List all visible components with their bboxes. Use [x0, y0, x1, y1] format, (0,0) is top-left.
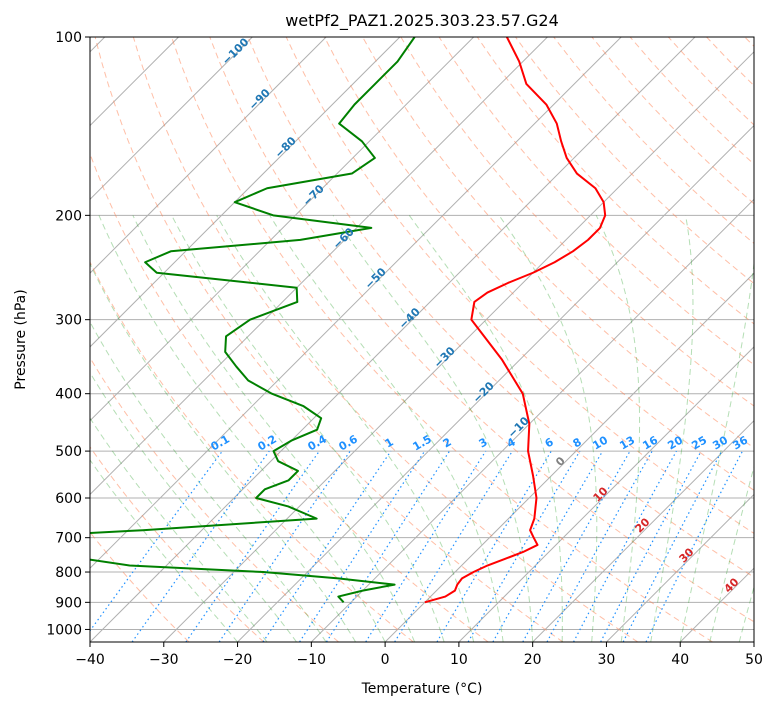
x-tick-label: 10 — [450, 652, 468, 668]
plot-area: −100−90−80−70−60−50−40−30−20−10010203040… — [90, 37, 754, 642]
temperature-profile-line — [424, 37, 607, 604]
x-tick-label: 0 — [381, 652, 390, 668]
moist-adiabat-line — [498, 215, 598, 642]
x-tick-label: −40 — [75, 652, 105, 668]
moist-adiabat-line — [90, 459, 238, 642]
dry-adiabat-line — [90, 446, 265, 642]
moist-adiabat-line — [216, 215, 475, 642]
isotherm-gridline — [90, 37, 548, 496]
dry-adiabat-line — [132, 37, 639, 642]
mixing-ratio-line — [262, 450, 392, 642]
dry-adiabat-line — [90, 260, 414, 642]
x-tick-label: 40 — [671, 652, 689, 668]
chart-title: wetPf2_PAZ1.2025.303.23.57.G24 — [285, 11, 559, 31]
y-tick-label: 700 — [55, 531, 82, 547]
mixing-ratio-line — [299, 450, 426, 642]
mixing-ratio-line — [131, 450, 270, 642]
y-tick-label: 200 — [55, 208, 82, 224]
isotherm-gridline — [606, 493, 754, 642]
isotherm-gridline — [163, 51, 754, 642]
isotherm-gridline — [237, 124, 754, 642]
dry-adiabat-line — [247, 37, 754, 578]
isotherm-gridline — [90, 37, 622, 569]
dry-adiabat-line — [438, 37, 754, 366]
moist-adiabat-line — [650, 215, 694, 642]
mixing-ratio-line — [573, 450, 677, 642]
dry-adiabat-line — [515, 37, 754, 285]
isotherm-gridline — [90, 37, 696, 642]
dry-adiabat-line — [285, 37, 754, 534]
moist-adiabat-line — [269, 215, 504, 642]
y-tick-label: 400 — [55, 387, 82, 403]
x-tick-label: 20 — [524, 652, 542, 668]
x-tick-label: −10 — [297, 652, 327, 668]
y-axis-title: Pressure (hPa) — [13, 289, 29, 389]
mixing-ratio-line — [467, 450, 581, 642]
y-tick-label: 100 — [55, 30, 82, 46]
y-tick-label: 300 — [55, 313, 82, 329]
x-tick-label: 50 — [745, 652, 763, 668]
moist-adiabat-line — [90, 320, 327, 642]
y-tick-label: 1000 — [46, 622, 82, 638]
x-tick-label: −30 — [149, 652, 179, 668]
mixing-ratio-line — [365, 450, 487, 642]
mixing-ratio-line — [218, 450, 351, 642]
dewpoint-profile-line — [90, 37, 416, 604]
x-tick-label: −20 — [223, 652, 253, 668]
moist-adiabat-line — [408, 215, 563, 642]
x-tick-label: 30 — [598, 652, 616, 668]
moist-adiabat-line — [90, 262, 357, 642]
isotherm-gridline — [90, 37, 327, 274]
x-axis-title: Temperature (°C) — [361, 681, 483, 697]
moist-adiabat-line — [90, 371, 297, 642]
dry-adiabat-line — [476, 37, 754, 325]
mixing-ratio-line — [185, 450, 320, 642]
dry-adiabat-line — [171, 37, 713, 642]
isotherm-gridline — [384, 272, 754, 642]
y-tick-label: 600 — [55, 491, 82, 507]
moist-adiabat-line — [332, 215, 534, 642]
moist-adiabat-line — [171, 215, 445, 642]
moist-adiabat-line — [90, 417, 268, 642]
isotherm-gridline — [90, 37, 401, 348]
mixing-ratio-line — [436, 450, 552, 642]
moist-adiabat-line — [132, 215, 416, 642]
dry-adiabat-line — [94, 37, 564, 642]
y-tick-label: 800 — [55, 565, 82, 581]
isotherm-gridline — [90, 37, 475, 422]
plot-frame — [89, 36, 755, 643]
dry-adiabat-line — [323, 37, 754, 491]
y-tick-label: 500 — [55, 444, 82, 460]
isotherm-gridline — [90, 37, 253, 201]
isotherm-gridline — [458, 346, 754, 642]
isotherm-gridline — [532, 419, 754, 642]
y-tick-label: 900 — [55, 595, 82, 611]
moist-adiabat-line — [679, 259, 754, 642]
mixing-ratio-line — [325, 450, 450, 642]
moist-adiabat-line — [595, 215, 641, 642]
mixing-ratio-line — [394, 450, 513, 642]
dry-adiabat-line — [209, 37, 754, 623]
